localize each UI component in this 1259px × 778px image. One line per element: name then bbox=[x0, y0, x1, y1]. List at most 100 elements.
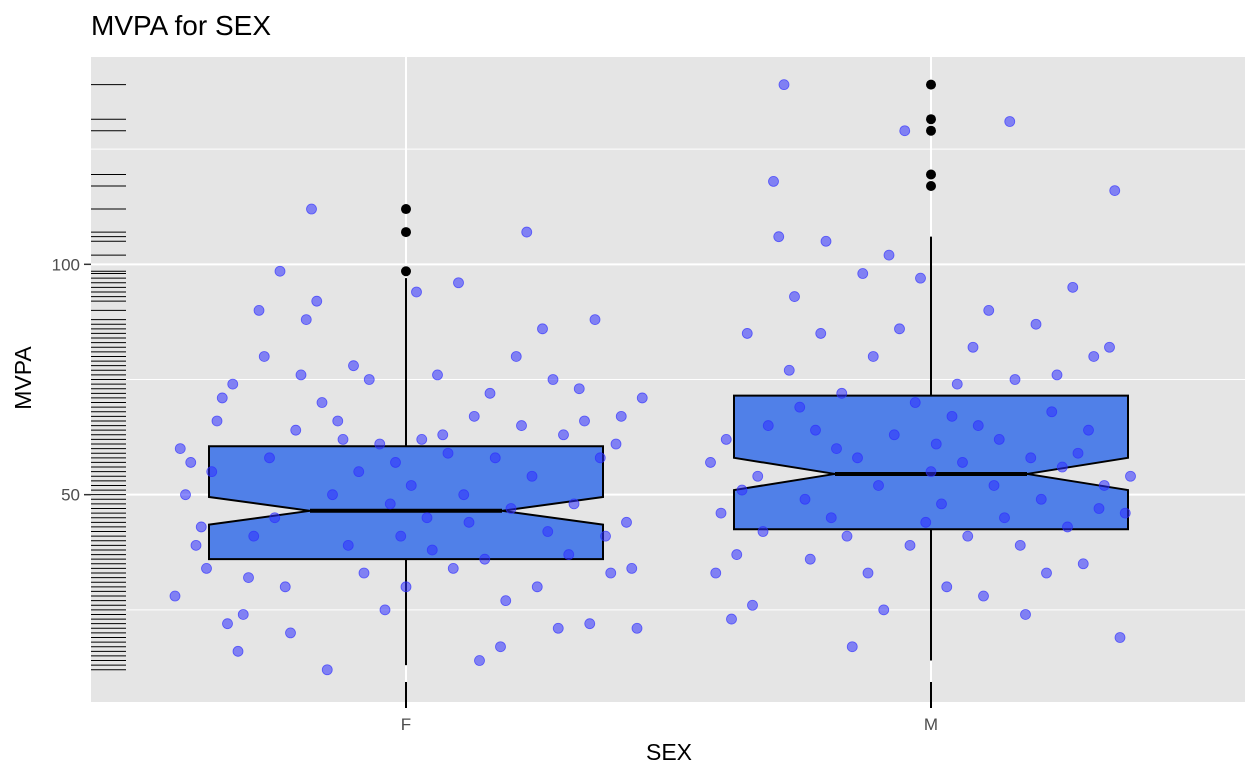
data-point bbox=[820, 235, 832, 247]
x-tick-label: M bbox=[924, 715, 938, 734]
data-point bbox=[521, 226, 533, 238]
data-point bbox=[306, 203, 317, 215]
data-point bbox=[878, 604, 890, 616]
data-point bbox=[395, 530, 407, 542]
data-point bbox=[1104, 341, 1115, 353]
outlier-point bbox=[926, 114, 936, 125]
data-point bbox=[342, 539, 354, 551]
data-point bbox=[505, 503, 517, 514]
data-point bbox=[468, 410, 480, 422]
data-point bbox=[789, 291, 800, 302]
data-point bbox=[227, 378, 239, 390]
data-point bbox=[516, 420, 527, 431]
data-point bbox=[720, 433, 732, 445]
data-point bbox=[316, 397, 328, 408]
data-point bbox=[831, 443, 842, 455]
data-point bbox=[458, 489, 470, 501]
data-point bbox=[321, 664, 333, 676]
data-point bbox=[810, 424, 821, 436]
data-point bbox=[825, 512, 837, 524]
data-point bbox=[857, 268, 869, 279]
data-point bbox=[988, 480, 1000, 491]
data-point bbox=[232, 645, 244, 657]
outlier-point bbox=[401, 266, 411, 277]
data-point bbox=[605, 567, 617, 579]
data-point bbox=[384, 498, 396, 510]
data-point bbox=[363, 374, 375, 385]
data-point bbox=[201, 562, 212, 574]
data-point bbox=[768, 175, 779, 187]
data-point bbox=[311, 295, 323, 307]
data-point bbox=[374, 438, 386, 450]
data-point bbox=[993, 433, 1005, 445]
data-point bbox=[757, 526, 769, 537]
data-point bbox=[799, 493, 811, 505]
data-point bbox=[243, 572, 254, 584]
data-point bbox=[936, 498, 947, 510]
boxes bbox=[208, 236, 1129, 666]
data-point bbox=[542, 526, 554, 537]
data-point bbox=[484, 387, 496, 399]
data-point bbox=[594, 452, 606, 464]
data-point bbox=[705, 457, 716, 468]
data-point bbox=[332, 415, 344, 427]
outlier-point bbox=[401, 204, 411, 215]
data-point bbox=[841, 530, 853, 542]
outlier-points bbox=[401, 79, 936, 277]
data-point bbox=[747, 599, 758, 611]
data-point bbox=[327, 489, 338, 501]
data-point bbox=[873, 480, 884, 491]
data-point bbox=[1109, 185, 1121, 197]
data-point bbox=[852, 452, 863, 464]
data-point bbox=[1114, 632, 1126, 643]
outlier-point bbox=[926, 79, 936, 90]
data-point bbox=[778, 79, 790, 91]
data-point bbox=[951, 378, 963, 390]
data-point bbox=[1067, 281, 1079, 293]
data-point bbox=[883, 249, 895, 261]
data-point bbox=[741, 328, 753, 339]
data-point bbox=[216, 392, 228, 404]
data-point bbox=[195, 521, 207, 533]
data-point bbox=[1035, 493, 1047, 505]
data-point bbox=[1051, 369, 1063, 381]
data-point bbox=[290, 424, 302, 436]
data-point bbox=[899, 125, 911, 137]
data-point bbox=[1119, 507, 1131, 519]
data-point bbox=[547, 374, 559, 385]
y-tick-label: 50 bbox=[61, 486, 80, 505]
data-point bbox=[285, 627, 296, 639]
data-point bbox=[794, 401, 806, 413]
data-point bbox=[300, 314, 312, 326]
data-point bbox=[568, 498, 580, 510]
data-point bbox=[264, 452, 275, 464]
data-point bbox=[531, 581, 543, 593]
data-point bbox=[925, 466, 937, 478]
data-point bbox=[405, 480, 417, 491]
data-point bbox=[1083, 424, 1094, 436]
data-point bbox=[426, 544, 438, 556]
data-point bbox=[1062, 521, 1073, 533]
data-point bbox=[432, 369, 443, 381]
data-point bbox=[909, 397, 921, 408]
data-point bbox=[447, 562, 459, 574]
data-point bbox=[773, 231, 785, 243]
minor-gridlines bbox=[91, 148, 1245, 611]
data-point bbox=[941, 581, 953, 593]
data-point bbox=[888, 429, 900, 441]
rug-marks bbox=[91, 84, 126, 671]
data-point bbox=[248, 530, 260, 542]
data-point bbox=[1125, 470, 1136, 482]
data-point bbox=[579, 415, 590, 427]
data-point bbox=[358, 567, 370, 579]
data-point bbox=[904, 539, 916, 551]
data-point bbox=[615, 410, 627, 422]
data-point bbox=[269, 512, 281, 524]
data-point bbox=[1098, 480, 1110, 491]
data-point bbox=[972, 420, 984, 431]
data-point bbox=[626, 562, 638, 574]
data-point bbox=[211, 415, 223, 427]
data-point bbox=[1056, 461, 1068, 473]
data-point bbox=[1030, 318, 1042, 330]
